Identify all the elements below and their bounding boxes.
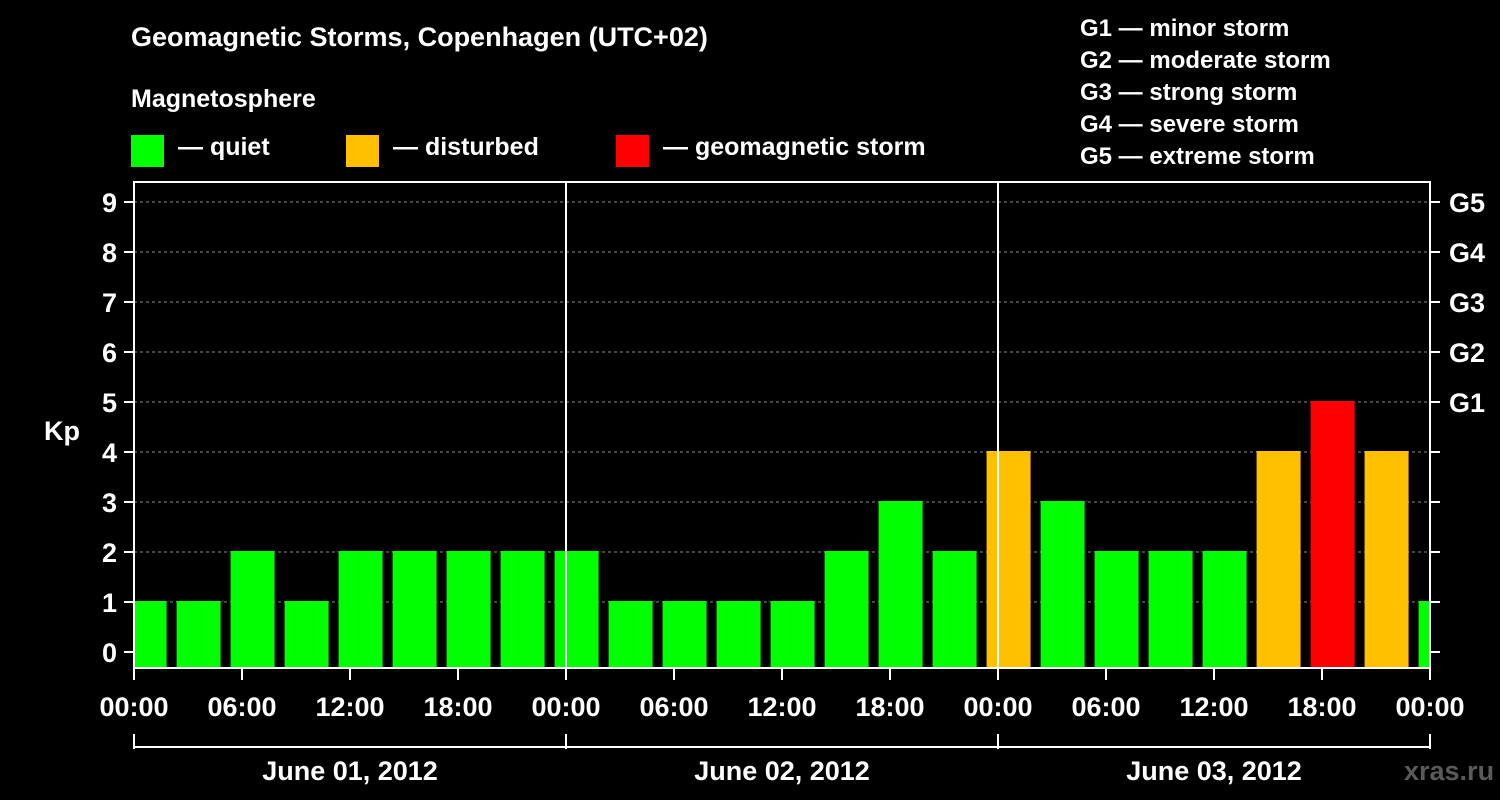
y-tick-label: 3 — [102, 488, 117, 518]
kp-bar — [1418, 601, 1430, 668]
kp-bar — [1310, 401, 1355, 668]
kp-bar — [1148, 551, 1193, 668]
legend-swatch-disturbed — [346, 135, 379, 167]
y-tick-label: 8 — [102, 238, 117, 268]
storm-level-label: G4 — [1449, 238, 1485, 268]
kp-bar — [1094, 551, 1139, 668]
x-tick-label: 12:00 — [1179, 692, 1248, 722]
chart-subtitle: Magnetosphere — [131, 85, 316, 113]
x-tick-label: 18:00 — [1287, 692, 1356, 722]
kp-bar — [446, 551, 491, 668]
day-label: June 02, 2012 — [694, 756, 870, 786]
storm-level-label: G5 — [1449, 188, 1485, 218]
storm-scale-g5: G5 — extreme storm — [1080, 143, 1315, 170]
day-label: June 01, 2012 — [262, 756, 438, 786]
kp-bar — [1364, 451, 1409, 668]
kp-bar — [716, 601, 761, 668]
kp-bar — [176, 601, 221, 668]
kp-bar — [230, 551, 275, 668]
legend-label-storm: — geomagnetic storm — [663, 133, 926, 161]
kp-bar — [770, 601, 815, 668]
kp-bar — [284, 601, 329, 668]
y-tick-label: 7 — [102, 288, 117, 318]
kp-bar — [824, 551, 869, 668]
storm-level-label: G1 — [1449, 388, 1485, 418]
legend-label-disturbed: — disturbed — [393, 133, 539, 161]
x-tick-label: 12:00 — [315, 692, 384, 722]
x-tick-label: 18:00 — [423, 692, 492, 722]
kp-bar — [338, 551, 383, 668]
y-tick-label: 9 — [102, 188, 117, 218]
x-tick-label: 00:00 — [99, 692, 168, 722]
legend-swatch-quiet — [131, 135, 164, 167]
y-tick-label: 5 — [102, 388, 117, 418]
kp-bar — [500, 551, 545, 668]
kp-bar — [135, 601, 167, 668]
kp-bar — [986, 451, 1031, 668]
chart-title: Geomagnetic Storms, Copenhagen (UTC+02) — [131, 22, 708, 52]
y-tick-label: 2 — [102, 538, 117, 568]
legend-label-quiet: — quiet — [178, 133, 270, 161]
x-tick-label: 06:00 — [207, 692, 276, 722]
kp-bar — [608, 601, 653, 668]
x-tick-label: 06:00 — [639, 692, 708, 722]
kp-bar — [392, 551, 437, 668]
kp-bar — [662, 601, 707, 668]
kp-bar — [1202, 551, 1247, 668]
x-tick-label: 18:00 — [855, 692, 924, 722]
day-label: June 03, 2012 — [1126, 756, 1302, 786]
y-tick-label: 6 — [102, 338, 117, 368]
y-axis-label: Kp — [44, 416, 80, 446]
y-tick-label: 4 — [102, 438, 117, 468]
y-tick-label: 1 — [102, 588, 117, 618]
storm-level-label: G3 — [1449, 288, 1485, 318]
x-tick-label: 06:00 — [1071, 692, 1140, 722]
storm-level-label: G2 — [1449, 338, 1485, 368]
kp-bar — [1040, 501, 1085, 668]
kp-bar — [878, 501, 923, 668]
x-tick-label: 00:00 — [1395, 692, 1464, 722]
kp-bar — [554, 551, 599, 668]
storm-scale-g2: G2 — moderate storm — [1080, 47, 1331, 74]
kp-bar — [932, 551, 977, 668]
y-tick-label: 0 — [102, 638, 117, 668]
x-tick-label: 00:00 — [963, 692, 1032, 722]
storm-scale-g4: G4 — severe storm — [1080, 111, 1299, 138]
watermark: xras.ru — [1404, 756, 1495, 786]
x-tick-label: 12:00 — [747, 692, 816, 722]
storm-scale-g1: G1 — minor storm — [1080, 15, 1290, 42]
x-tick-label: 00:00 — [531, 692, 600, 722]
kp-bar — [1256, 451, 1301, 668]
storm-scale-g3: G3 — strong storm — [1080, 79, 1298, 106]
legend-swatch-storm — [616, 135, 649, 167]
